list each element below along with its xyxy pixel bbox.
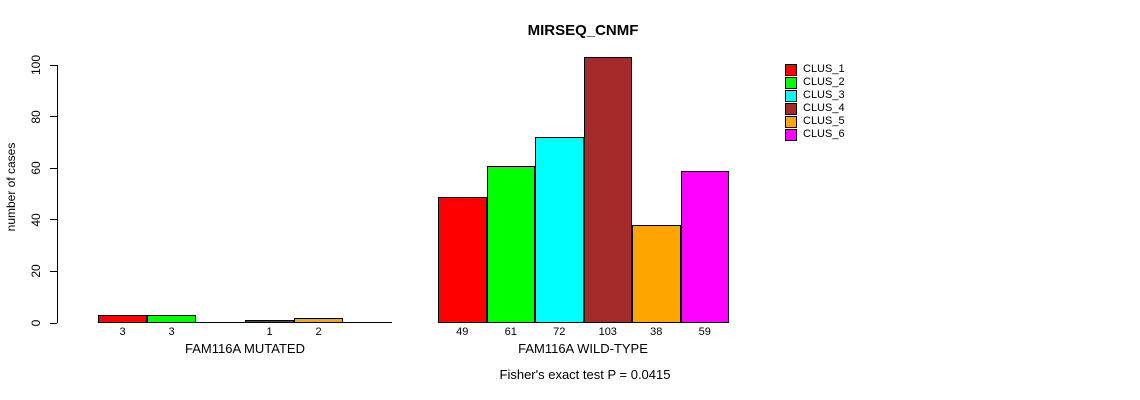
y-tick-label-20: 20 xyxy=(29,264,43,279)
legend-swatch-icon xyxy=(785,102,797,115)
x-group-label-mutated: FAM116A MUTATED xyxy=(185,341,305,356)
legend-swatch-icon xyxy=(785,89,797,102)
bar-CLUS_6-group0 xyxy=(343,322,392,323)
bar-CLUS_1-group0 xyxy=(98,315,147,323)
bar-value-label-CLUS_3-group1: 72 xyxy=(553,326,566,338)
legend-label: CLUS_1 xyxy=(803,63,845,75)
bar-value-label-CLUS_4-group0: 1 xyxy=(266,326,273,338)
bar-value-label-CLUS_5-group0: 2 xyxy=(315,326,322,338)
bar-value-label-CLUS_1-group1: 49 xyxy=(456,326,469,338)
bar-CLUS_1-group1 xyxy=(438,196,487,323)
legend-swatch-icon xyxy=(785,76,797,89)
bar-value-label-CLUS_1-group0: 3 xyxy=(119,326,126,338)
legend-label: CLUS_4 xyxy=(803,102,845,114)
legend-label: CLUS_5 xyxy=(803,115,845,127)
y-tick-mark-80 xyxy=(50,116,57,118)
bar-value-label-CLUS_2-group0: 3 xyxy=(168,326,175,338)
bar-value-label-CLUS_6-group1: 59 xyxy=(698,326,711,338)
legend-item-CLUS_5: CLUS_5 xyxy=(785,115,845,128)
y-tick-label-0: 0 xyxy=(29,319,43,327)
y-tick-label-100: 100 xyxy=(29,54,43,76)
legend-swatch-icon xyxy=(785,115,797,128)
legend-swatch-icon xyxy=(785,128,797,141)
bar-value-label-CLUS_4-group1: 103 xyxy=(598,326,617,338)
bar-CLUS_6-group1 xyxy=(680,170,729,323)
legend-item-CLUS_6: CLUS_6 xyxy=(785,128,845,141)
y-tick-mark-0 xyxy=(50,322,57,324)
bar-CLUS_3-group1 xyxy=(535,137,584,323)
bar-value-label-CLUS_2-group1: 61 xyxy=(504,326,517,338)
bar-CLUS_4-group1 xyxy=(583,57,632,323)
y-tick-label-40: 40 xyxy=(29,213,43,227)
bar-CLUS_5-group1 xyxy=(632,224,681,323)
y-tick-mark-20 xyxy=(50,270,57,272)
y-tick-label-80: 80 xyxy=(29,109,43,124)
bar-value-label-CLUS_5-group1: 38 xyxy=(650,326,663,338)
bar-CLUS_3-group0 xyxy=(196,322,245,323)
y-tick-mark-100 xyxy=(50,64,57,66)
legend-label: CLUS_6 xyxy=(803,128,845,140)
legend-item-CLUS_2: CLUS_2 xyxy=(785,76,845,89)
chart-title: MIRSEQ_CNMF xyxy=(527,22,639,39)
legend-item-CLUS_1: CLUS_1 xyxy=(785,63,845,76)
bar-CLUS_4-group0 xyxy=(245,320,294,323)
y-tick-mark-40 xyxy=(50,219,57,221)
legend-label: CLUS_3 xyxy=(803,89,845,101)
legend: CLUS_1 CLUS_2 CLUS_3 CLUS_4 CLUS_5 CLUS_6 xyxy=(785,63,845,141)
bar-CLUS_5-group0 xyxy=(294,317,343,323)
legend-item-CLUS_4: CLUS_4 xyxy=(785,102,845,115)
bar-CLUS_2-group0 xyxy=(147,315,196,323)
y-tick-mark-60 xyxy=(50,167,57,169)
legend-label: CLUS_2 xyxy=(803,76,845,88)
legend-swatch-icon xyxy=(785,63,797,76)
legend-item-CLUS_3: CLUS_3 xyxy=(785,89,845,102)
x-group-label-wildtype: FAM116A WILD-TYPE xyxy=(518,341,648,356)
y-axis-title: number of cases xyxy=(4,142,18,232)
y-tick-label-60: 60 xyxy=(29,161,43,175)
fisher-test-annotation: Fisher's exact test P = 0.0415 xyxy=(499,367,671,382)
bar-CLUS_2-group1 xyxy=(486,165,535,323)
y-axis-line xyxy=(57,65,58,323)
